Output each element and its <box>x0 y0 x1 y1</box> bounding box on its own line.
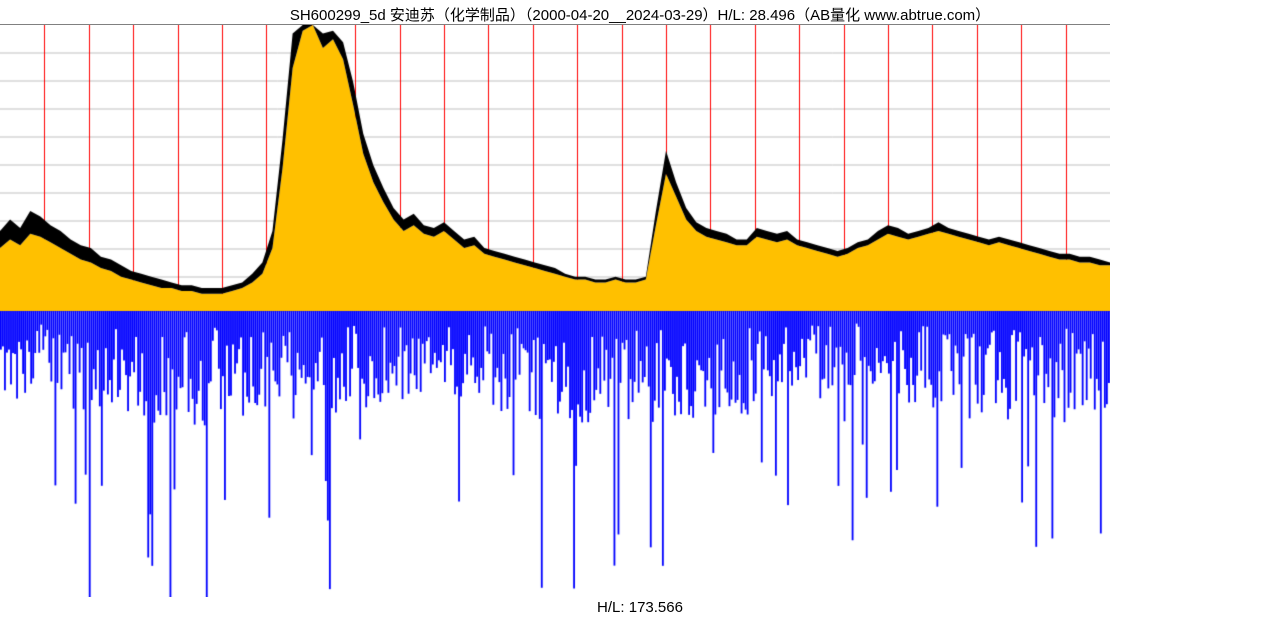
chart-area <box>0 24 1110 597</box>
chart-title: SH600299_5d 安迪苏（化学制品）（2000-04-20__2024-0… <box>0 4 1280 25</box>
bottom-hl-label: H/L: 173.566 <box>0 599 1280 616</box>
chart-canvas <box>0 25 1110 597</box>
